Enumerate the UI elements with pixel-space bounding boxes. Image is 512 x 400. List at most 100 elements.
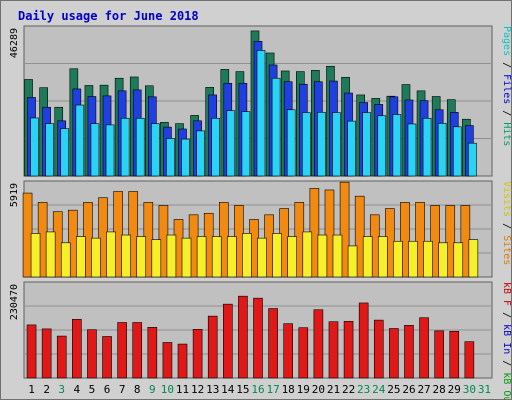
x-tick-label: 16	[251, 383, 264, 396]
bar-mid-visits-day-28	[438, 242, 448, 278]
x-tick-label: 6	[104, 383, 111, 396]
bar-bot-kb-f-day-14	[223, 303, 233, 379]
bar-top-pages-day-26	[407, 123, 417, 177]
legend-part: kB Out	[501, 372, 512, 400]
bar-mid-visits-day-17	[272, 233, 282, 278]
bar-top-pages-day-12	[196, 130, 205, 177]
bar-bot-kb-f-day-3	[56, 335, 67, 379]
bar-top-pages-day-19	[301, 112, 311, 177]
x-tick-label: 30	[463, 383, 476, 396]
bar-bot-kb-f-day-20	[313, 309, 324, 379]
bar-bot-kb-f-day-8	[132, 322, 143, 379]
x-tick-label: 4	[74, 383, 81, 396]
x-tick-label: 3	[58, 383, 65, 396]
legend-part: kB F	[501, 282, 512, 306]
legend-part: /	[501, 104, 512, 122]
bar-top-pages-day-29	[452, 126, 462, 177]
bar-bot-kb-f-day-19	[298, 327, 309, 379]
bar-bot-kb-f-day-7	[117, 322, 127, 379]
bar-bot-kb-f-day-27	[419, 317, 429, 379]
bar-mid-sites-day-26	[400, 202, 410, 278]
bar-mid-visits-day-4	[76, 236, 86, 278]
bar-top-pages-day-16	[256, 50, 266, 177]
x-tick-label: 2	[43, 383, 50, 396]
legend-part: /	[501, 217, 512, 235]
panel-bot-max-label: 230470	[9, 284, 20, 320]
x-tick-label: 23	[357, 383, 370, 396]
bar-bot-kb-f-day-4	[72, 319, 82, 379]
x-tick-label: 27	[417, 383, 430, 396]
bar-mid-sites-day-29	[445, 205, 456, 278]
bar-mid-visits-day-7	[121, 234, 131, 278]
x-tick-label: 9	[149, 383, 156, 396]
bar-mid-visits-day-15	[242, 233, 252, 278]
bar-bot-kb-f-day-21	[328, 321, 339, 379]
bar-bot-kb-f-day-5	[87, 329, 97, 379]
bar-top-pages-day-5	[90, 123, 100, 177]
bar-mid-visits-day-12	[196, 236, 207, 278]
x-tick-label: 7	[119, 383, 126, 396]
bar-mid-sites-day-22	[339, 181, 350, 278]
bar-top-pages-day-8	[135, 117, 145, 177]
bar-top-pages-day-10	[166, 138, 175, 177]
bar-mid-visits-day-22	[347, 245, 358, 278]
x-tick-label: 5	[89, 383, 96, 396]
bar-bot-kb-f-day-10	[162, 342, 173, 379]
x-tick-label: 29	[448, 383, 461, 396]
x-tick-label: 11	[176, 383, 189, 396]
bar-top-pages-day-17	[271, 77, 281, 177]
legend-part: /	[501, 354, 512, 372]
bar-bot-kb-f-day-16	[253, 297, 263, 379]
bar-mid-visits-day-16	[257, 237, 267, 278]
bar-top-pages-day-20	[317, 111, 326, 177]
bar-mid-visits-day-10	[166, 234, 177, 278]
bar-mid-visits-day-2	[45, 231, 56, 278]
panel-bot-legend: kB F / kB In / kB Out	[501, 282, 512, 400]
legend-part: Pages	[501, 26, 512, 56]
bar-mid-visits-day-23	[362, 236, 373, 278]
bar-top-pages-day-23	[362, 112, 371, 177]
legend-part: Sites	[501, 235, 512, 265]
bar-mid-visits-day-20	[317, 234, 328, 278]
bar-top-pages-day-7	[120, 117, 130, 177]
bar-top-pages-day-3	[60, 128, 70, 177]
bar-mid-visits-day-6	[106, 231, 116, 278]
x-tick-label: 14	[221, 383, 235, 396]
bar-mid-visits-day-26	[408, 240, 418, 278]
bar-top-pages-day-21	[332, 112, 341, 177]
bar-mid-visits-day-13	[211, 236, 222, 278]
x-tick-label: 26	[402, 383, 415, 396]
bar-bot-kb-f-day-18	[283, 323, 293, 379]
bar-mid-sites-day-8	[128, 191, 139, 278]
x-tick-label: 10	[161, 383, 174, 396]
bar-bot-kb-f-day-22	[343, 321, 354, 379]
bar-bot-kb-f-day-25	[389, 328, 399, 379]
bar-top-pages-day-30	[468, 142, 477, 177]
bar-top-pages-day-25	[392, 114, 402, 177]
panel-mid-max-label: 5919	[9, 183, 20, 207]
bar-mid-visits-day-27	[423, 240, 433, 278]
x-tick-label: 31	[478, 383, 491, 396]
x-tick-label: 24	[372, 383, 386, 396]
bar-bot-kb-f-day-17	[268, 308, 278, 379]
bar-mid-visits-day-18	[287, 236, 297, 278]
x-tick-label: 19	[297, 383, 310, 396]
x-tick-label: 25	[387, 383, 400, 396]
bar-bot-kb-f-day-13	[207, 315, 218, 379]
bar-bot-kb-f-day-23	[358, 302, 369, 379]
bar-bot-kb-f-day-11	[177, 343, 188, 379]
bar-mid-visits-day-24	[377, 236, 388, 278]
legend-part: /	[501, 306, 512, 324]
bar-top-pages-day-4	[75, 104, 85, 177]
bar-mid-visits-day-25	[393, 240, 403, 278]
x-tick-label: 22	[342, 383, 355, 396]
x-tick-label: 20	[312, 383, 325, 396]
x-tick-label: 15	[236, 383, 249, 396]
bar-mid-sites-day-1	[22, 192, 33, 278]
x-tick-label: 18	[282, 383, 295, 396]
bar-top-pages-day-2	[45, 123, 54, 177]
bar-top-pages-day-22	[347, 120, 356, 177]
bar-bot-kb-f-day-29	[449, 330, 460, 379]
